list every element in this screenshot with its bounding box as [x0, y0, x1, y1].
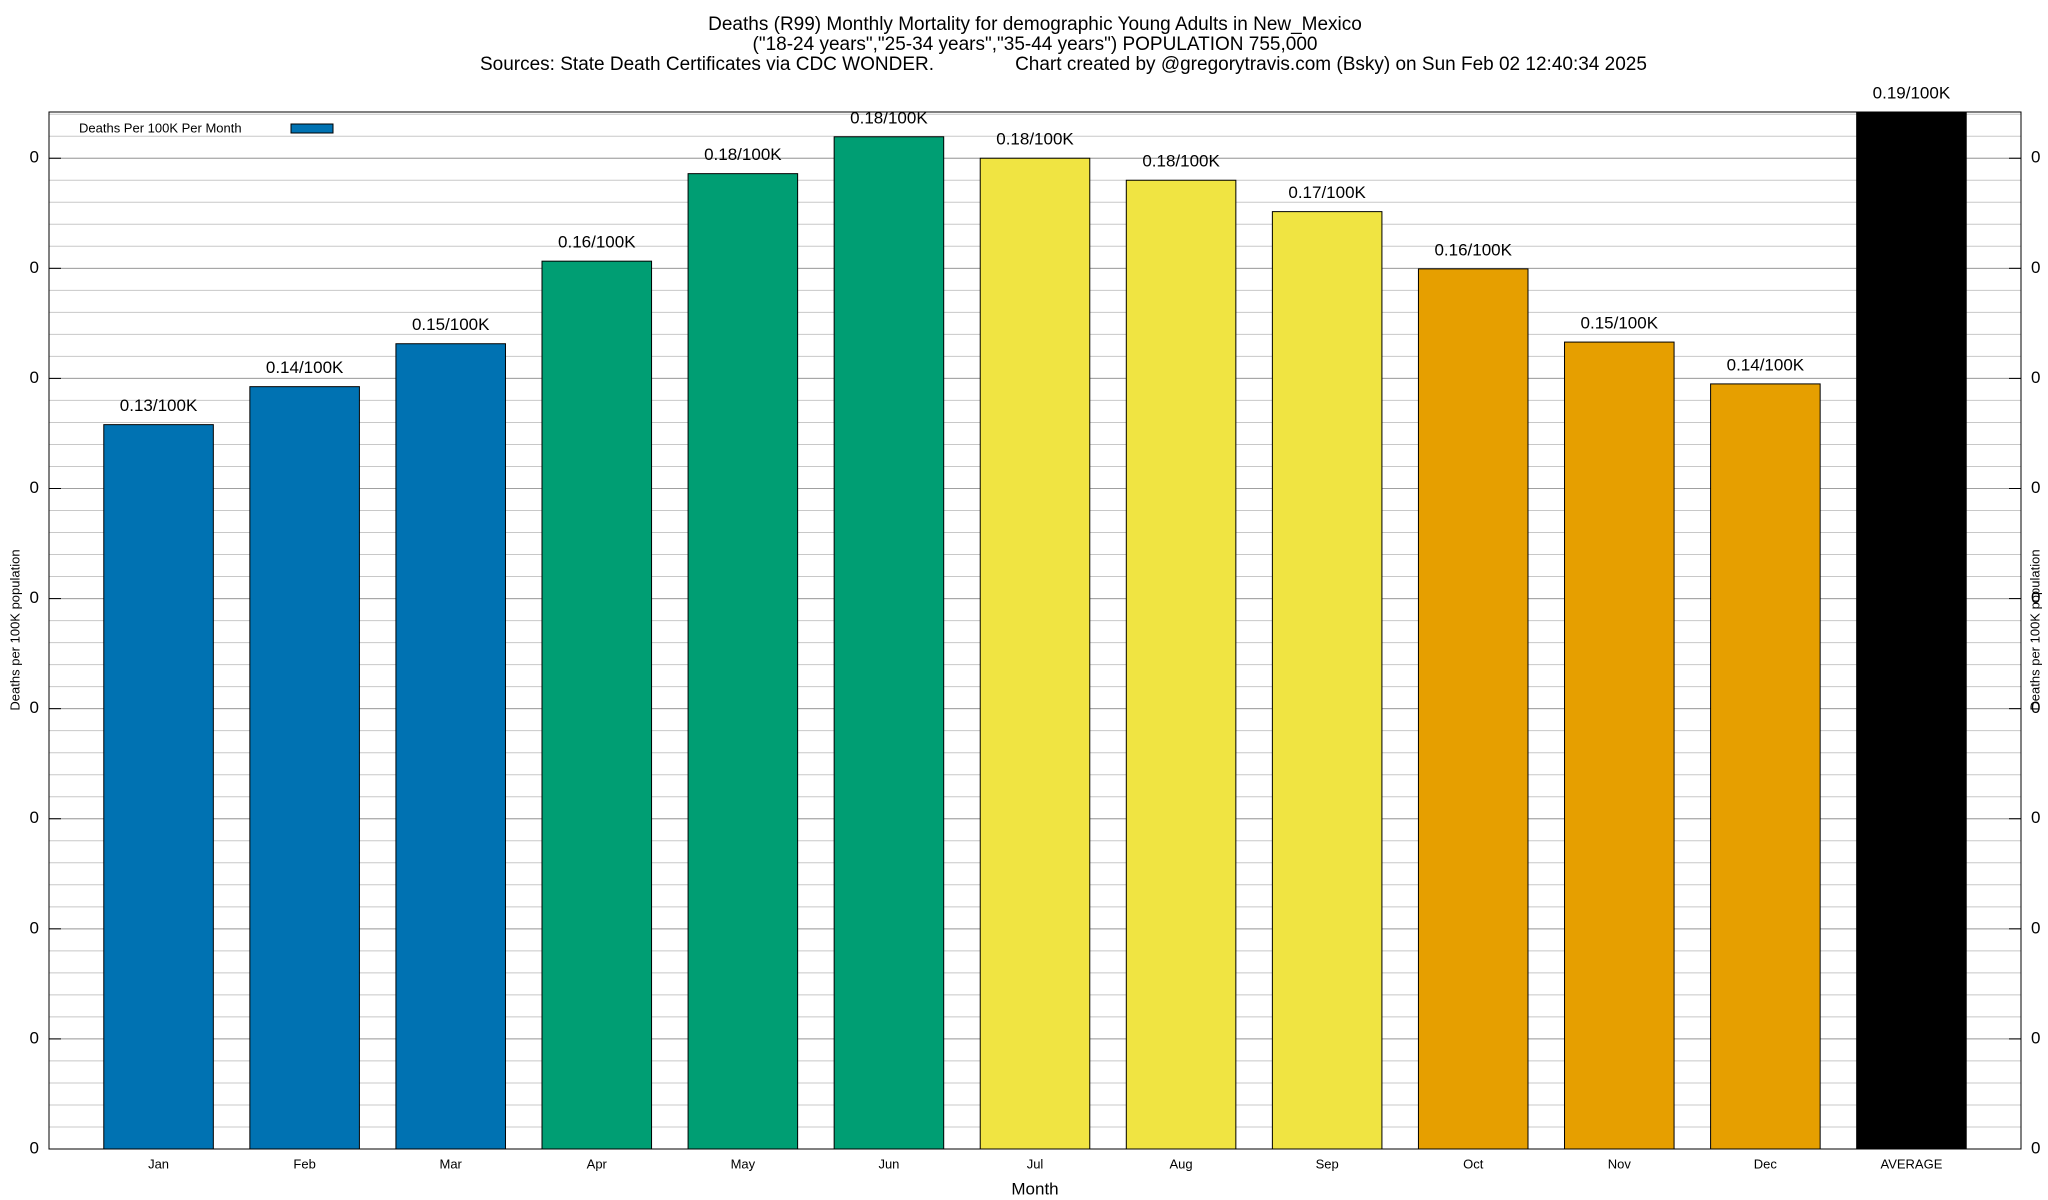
bar — [1271, 211, 1383, 1149]
bars — [103, 112, 1967, 1149]
credit: Chart created by @gregorytravis.com (Bsk… — [1015, 54, 1647, 75]
x-tick-label: Nov — [1608, 1156, 1632, 1171]
value-label: 0.14/100K — [266, 358, 344, 377]
legend-swatch — [290, 123, 334, 134]
x-axis-label: Month — [1011, 1179, 1058, 1198]
y2-tick-label: 0 — [2031, 478, 2040, 497]
value-label: 0.16/100K — [558, 233, 636, 252]
bar — [395, 343, 506, 1149]
y-tick-label: 0 — [30, 1138, 39, 1157]
y2-tick-label: 0 — [2031, 808, 2040, 827]
x-tick-label: Oct — [1463, 1156, 1484, 1171]
source: Sources: State Death Certificates via CD… — [480, 54, 934, 75]
y2-tick-label: 0 — [2031, 1028, 2040, 1047]
x-tick-label: Aug — [1170, 1156, 1193, 1171]
x-tick-label: Dec — [1754, 1156, 1778, 1171]
y-tick-label: 0 — [30, 258, 39, 277]
value-label: 0.18/100K — [850, 108, 928, 127]
x-tick-label: AVERAGE — [1880, 1156, 1942, 1171]
value-label: 0.17/100K — [1288, 183, 1366, 202]
bar — [687, 173, 799, 1149]
y-tick-label: 0 — [30, 478, 39, 497]
value-label: 0.15/100K — [412, 315, 490, 334]
bar — [979, 157, 1091, 1149]
y2-tick-label: 0 — [2031, 148, 2040, 167]
x-tick-label: May — [731, 1156, 756, 1171]
x-tick-label: Jan — [148, 1156, 169, 1171]
value-label: 0.14/100K — [1727, 355, 1805, 374]
value-label: 0.18/100K — [704, 145, 782, 164]
y-tick-label: 0 — [30, 698, 39, 717]
y2-tick-label: 0 — [2031, 1138, 2040, 1157]
x-tick-label: Jul — [1027, 1156, 1044, 1171]
bar — [249, 386, 360, 1149]
bar — [833, 136, 945, 1149]
value-label: 0.18/100K — [996, 130, 1074, 149]
value-label: 0.15/100K — [1581, 314, 1659, 333]
value-label: 0.16/100K — [1434, 240, 1512, 259]
value-label: 0.18/100K — [1142, 152, 1220, 171]
x-tick-label: Apr — [587, 1156, 608, 1171]
plot-frame — [48, 111, 2022, 1150]
bar — [1564, 341, 1675, 1149]
y-tick-label: 0 — [30, 1028, 39, 1047]
bar — [541, 260, 653, 1149]
y2-tick-label: 0 — [2031, 698, 2040, 717]
bar — [103, 424, 214, 1149]
y2-tick-label: 0 — [2031, 368, 2040, 387]
y2-axis-label: Deaths per 100K population — [2027, 549, 2042, 710]
y-axis-label: Deaths per 100K population — [7, 549, 22, 710]
x-tick-label: Feb — [293, 1156, 315, 1171]
y-tick-label: 0 — [30, 918, 39, 937]
y-tick-label: 0 — [30, 148, 39, 167]
x-tick-label: Jun — [878, 1156, 899, 1171]
bar — [1125, 179, 1237, 1149]
y-tick-label: 0 — [30, 588, 39, 607]
y2-tick-label: 0 — [2031, 258, 2040, 277]
y-tick-label: 0 — [30, 808, 39, 827]
x-tick-label: Sep — [1316, 1156, 1339, 1171]
y2-tick-label: 0 — [2031, 918, 2040, 937]
x-tick-label: Mar — [440, 1156, 463, 1171]
chart-title: Deaths (R99) Monthly Mortality for demog… — [708, 14, 1362, 35]
legend-label: Deaths Per 100K Per Month — [79, 120, 242, 135]
y2-tick-label: 0 — [2031, 588, 2040, 607]
bar — [1856, 112, 1967, 1149]
y-tick-label: 0 — [30, 368, 39, 387]
value-label: 0.19/100K — [1873, 83, 1951, 102]
bar — [1417, 268, 1529, 1149]
value-label: 0.13/100K — [120, 396, 198, 415]
chart-subtitle: ("18-24 years","25-34 years","35-44 year… — [753, 34, 1318, 55]
bar — [1710, 383, 1821, 1149]
